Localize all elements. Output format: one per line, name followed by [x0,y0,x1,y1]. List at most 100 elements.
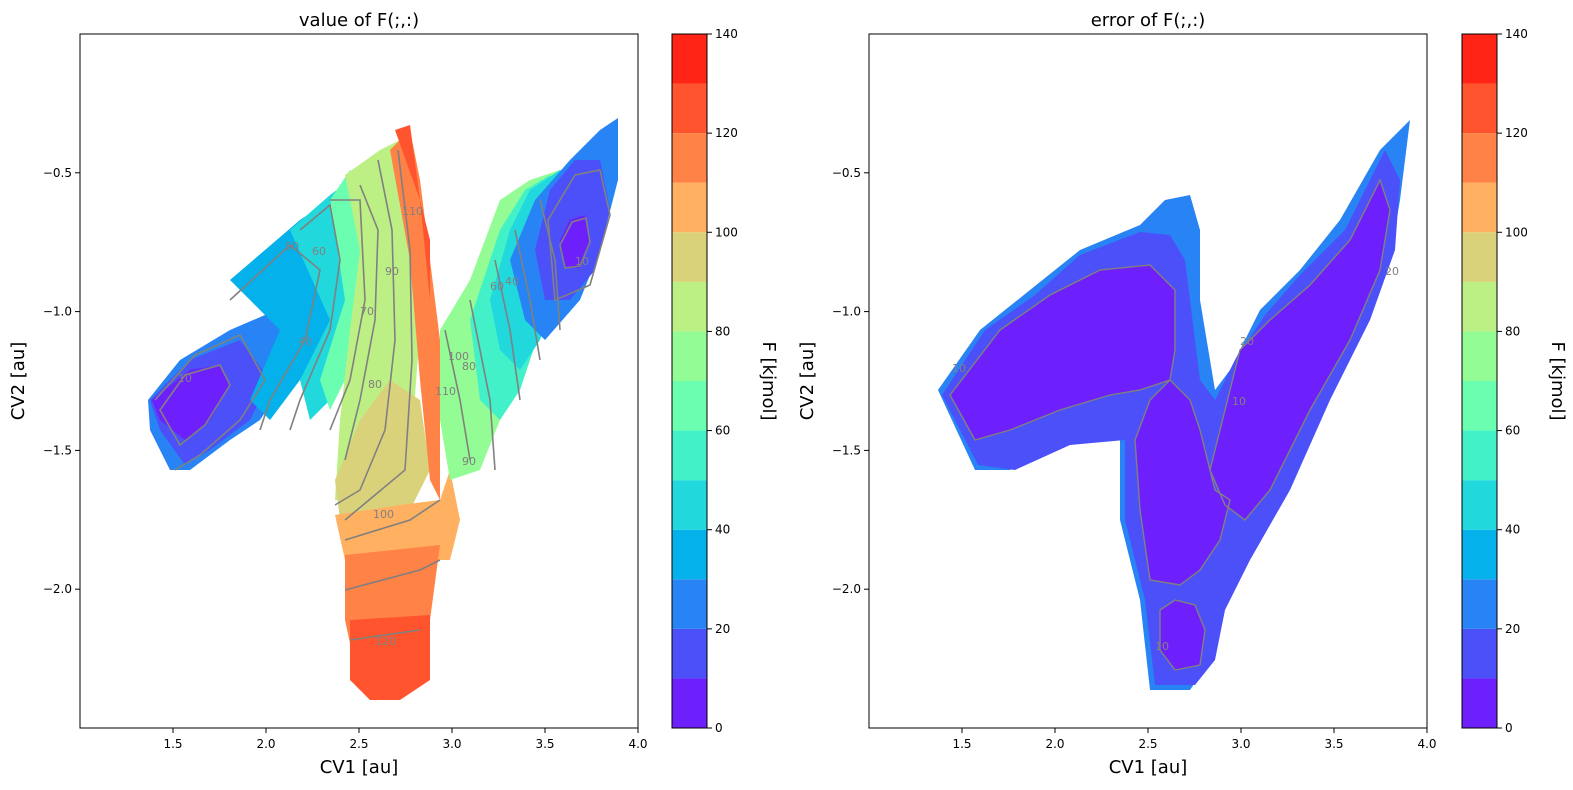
colorbar-tick-label: 80 [1505,324,1520,338]
contour-label: 10 [1232,395,1246,408]
contour-line [229,243,321,431]
chart-title: value of F(;,:) [299,10,419,31]
contour-label: 40 [505,275,519,288]
contour-label: 50 [285,240,299,253]
contour-label: 100 [373,508,394,521]
colorbar: 0 20 40 60 80 100 120 140 [671,27,738,735]
x-tick-label: 2.5 [1138,737,1157,751]
contour-line [514,229,541,361]
contour-label: 110 [435,385,456,398]
colorbar-tick-label: 140 [1505,27,1528,41]
colorbar-tick-label: 20 [715,622,730,636]
colorbar-segment [1462,232,1497,282]
colorbar-frame [1461,33,1498,729]
contour-line [159,364,231,447]
colorbar-tick-label: 40 [715,523,730,537]
contour-label: 10 [952,362,966,375]
contour-line [494,259,521,401]
x-tick-label: 2.0 [1045,737,1064,751]
colorbar-segment [1462,381,1497,431]
contour-line [469,299,496,471]
colorbar-segment [1462,529,1497,580]
contour-label: 20 [1385,265,1399,278]
contour-band [335,470,460,560]
contour-field: 10 10 10 20 20 [938,120,1410,690]
colorbar-segment [672,628,707,679]
x-tick-label: 2.5 [349,737,368,751]
contour-line [1159,599,1206,671]
contour-band [390,130,440,500]
contour-line [559,216,591,269]
contour-band [350,615,430,700]
x-axis-label: CV1 [au] [320,757,399,778]
contour-line [334,159,396,506]
y-tick-label: −2.0 [832,582,861,596]
colorbar-segment [672,133,707,183]
colorbar-tick-label: 0 [715,721,723,735]
colorbar-tick-label: 100 [715,225,738,239]
colorbar-segment [672,232,707,282]
colorbar-tick-label: 80 [715,324,730,338]
colorbar-tick-label: 60 [715,424,730,438]
colorbar-segment [672,83,707,134]
contour-label: 60 [312,245,326,258]
y-tick-label: −0.5 [832,166,861,180]
colorbar-tick-label: 120 [1505,126,1528,140]
contour-line [1134,379,1231,586]
contour-label: 100 [448,350,469,363]
colorbar-segment [1462,83,1497,134]
contour-line [344,559,441,591]
contour-field: 10 10 40 40 50 60 60 70 80 80 90 90 100 … [148,118,618,700]
colorbar-segment [1462,133,1497,183]
colorbar-label: F [kjmol] [758,341,779,420]
contour-label: 20 [1240,335,1254,348]
colorbar-segment [1462,480,1497,530]
colorbar-segment [1462,579,1497,629]
y-tick-label: −1.0 [43,305,72,319]
colorbar-segment [672,678,707,728]
contour-label: 10 [178,372,192,385]
colorbar-segment [1462,34,1497,84]
colorbar-segment [1462,331,1497,381]
colorbar-tick-label: 20 [1505,622,1520,636]
contour-label: 70 [360,305,374,318]
contour-band [335,380,430,520]
colorbar-segment [672,281,707,332]
contour-line [289,203,341,431]
x-tick-label: 3.0 [442,737,461,751]
contour-line [547,169,611,302]
x-tick-label: 3.5 [1324,737,1343,751]
value-chart: value of F(;,:) [8,10,779,778]
y-tick-label: −0.5 [43,166,72,180]
y-tick-label: −1.5 [832,443,861,457]
colorbar-label: F [kjmol] [1547,341,1568,420]
contour-label: 110 [402,205,423,218]
chart-title: error of F(;,:) [1091,10,1206,31]
y-axis-label: CV2 [au] [8,342,29,421]
colorbar-segment [1462,281,1497,332]
contour-label-group: 10 10 10 20 20 [952,265,1399,653]
contour-band [395,125,430,300]
colorbar-segment [1462,628,1497,679]
contour-band [560,215,590,268]
y-axis-label: CV2 [au] [797,342,818,421]
contour-label: 120 [375,635,396,648]
colorbar-tick-label: 100 [1505,225,1528,239]
x-tick-label: 4.0 [628,737,647,751]
contour-band [1135,380,1230,585]
colorbar-tick-label: 40 [1505,523,1520,537]
colorbar-segment [672,480,707,530]
contour-band [950,265,1175,440]
colorbar: 0 20 40 60 80 100 120 140 [1461,27,1528,735]
colorbar-segment [672,579,707,629]
contour-line [154,333,266,471]
x-tick-label: 2.0 [256,737,275,751]
x-tick-label: 1.5 [163,737,182,751]
colorbar-segment [672,430,707,481]
colorbar-segment [672,182,707,233]
contour-line [344,184,379,461]
colorbar-segment [1462,678,1497,728]
contour-line [329,199,366,431]
y-tick-label: −1.5 [43,443,72,457]
